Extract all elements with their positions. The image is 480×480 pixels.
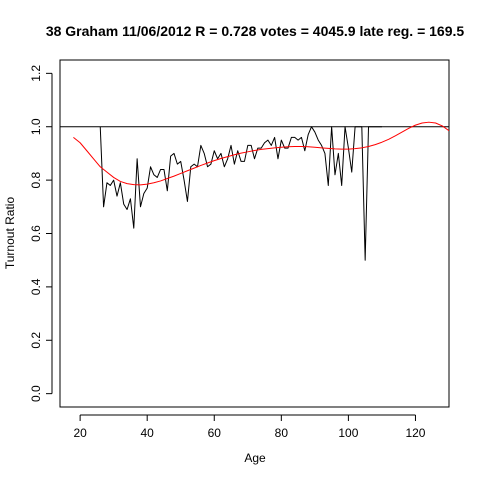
y-tick-label: 0.4 [29, 278, 43, 295]
y-axis: 0.0 0.2 0.4 0.6 0.8 1.0 1.2 [29, 65, 53, 402]
y-tick-label: 0.6 [29, 225, 43, 242]
y-tick-label: 1.0 [29, 118, 43, 135]
x-tick-label: 100 [338, 426, 358, 440]
x-tick-label: 40 [141, 426, 155, 440]
fitted-curve-line [73, 121, 449, 186]
y-axis-label: Turnout Ratio [3, 197, 17, 270]
x-tick-label: 80 [275, 426, 289, 440]
y-tick-label: 0.8 [29, 171, 43, 188]
x-axis-label: Age [244, 451, 266, 465]
x-axis: 20 40 60 80 100 120 [73, 414, 426, 440]
x-tick-label: 60 [208, 426, 222, 440]
x-tick-label: 20 [73, 426, 87, 440]
plot-area-frame [59, 59, 450, 408]
chart-title: 38 Graham 11/06/2012 R = 0.728 votes = 4… [46, 23, 465, 39]
y-tick-label: 0.2 [29, 332, 43, 349]
turnout-ratio-line [99, 126, 382, 261]
x-tick-label: 120 [405, 426, 425, 440]
y-tick-label: 1.2 [29, 65, 43, 82]
y-tick-label: 0.0 [29, 385, 43, 402]
plot-layer [60, 121, 449, 261]
